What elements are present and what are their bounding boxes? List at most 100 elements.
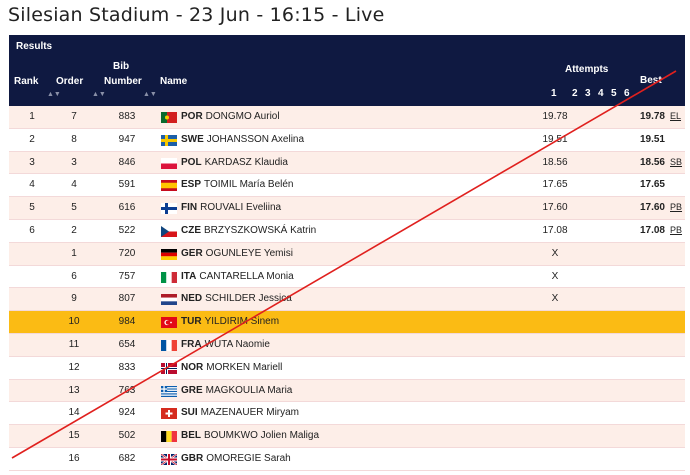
order-cell: 11: [68, 338, 80, 350]
order-cell: 1: [71, 247, 77, 259]
athlete-name-cell[interactable]: ITA CANTARELLA Monia: [181, 271, 294, 282]
attempt-1-cell: 17.08: [542, 224, 568, 236]
record-note: EL: [670, 111, 682, 121]
order-cell: 2: [71, 224, 77, 236]
athlete-name-cell[interactable]: SWE JOHANSSON Axelina: [181, 134, 304, 145]
country-code: FIN: [181, 202, 198, 214]
order-cell: 8: [71, 133, 77, 145]
athlete-name: KARDASZ Klaudia: [204, 156, 288, 168]
country-code: GBR: [181, 452, 204, 464]
rank-cell: 3: [29, 156, 35, 168]
country-code: CZE: [181, 224, 201, 236]
athlete-name: ROUVALI Eveliina: [200, 202, 282, 214]
table-row[interactable]: 6 757 ITA CANTARELLA Monia X: [9, 265, 685, 289]
bib-cell: 883: [118, 111, 136, 122]
bib-sort-icon[interactable]: ▲▼: [143, 91, 157, 98]
athlete-name: CANTARELLA Monia: [199, 270, 294, 282]
table-row[interactable]: 13 763 GRE MAGKOULIA Maria: [9, 379, 685, 403]
table-body: 1 7 883 POR DONGMO Auriol 19.78 19.78 EL 2 8 947 SW…: [9, 106, 685, 471]
order-column-header[interactable]: Order: [56, 76, 84, 87]
table-row[interactable]: 3 3 846 POL KARDASZ Klaudia 18.56 18.56 SB: [9, 151, 685, 175]
best-column-header: Best: [640, 75, 662, 86]
bib-cell: 654: [118, 338, 136, 350]
attempt-1-cell: 17.65: [542, 179, 568, 191]
athlete-name: JOHANSSON Axelina: [206, 133, 305, 145]
rank-sort-icon[interactable]: ▲▼: [47, 91, 61, 98]
table-row[interactable]: 14 924 SUI MAZENAUER Miryam: [9, 402, 685, 426]
order-cell: 7: [71, 111, 77, 122]
athlete-name-cell[interactable]: FRA WUTA Naomie: [181, 339, 270, 350]
bib-column-header-line2[interactable]: Number: [104, 76, 142, 87]
country-code: GRE: [181, 384, 203, 396]
table-row[interactable]: 12 833 NOR MORKEN Mariell: [9, 356, 685, 380]
results-section-title: Results: [16, 41, 53, 52]
attempts-column-header: Attempts: [565, 64, 609, 75]
name-column-header[interactable]: Name: [160, 76, 188, 87]
athlete-name: DONGMO Auriol: [205, 111, 280, 122]
table-row[interactable]: 15 502 BEL BOUMKWO Jolien Maliga: [9, 425, 685, 448]
country-flag-icon: [161, 134, 177, 146]
rank-cell: 1: [29, 111, 35, 122]
table-row[interactable]: 10 984 TUR YILDIRIM Sinem: [9, 311, 685, 334]
athlete-name: TOIMIL María Belén: [204, 179, 294, 191]
rank-cell: 6: [29, 224, 35, 236]
best-cell: 17.60: [639, 202, 665, 214]
attempt-5-header: 5: [611, 88, 617, 99]
table-row[interactable]: 4 4 591 ESP TOIMIL María Belén 17.65 17.65: [9, 174, 685, 198]
athlete-name-cell[interactable]: POR DONGMO Auriol: [181, 111, 280, 122]
athlete-name: WUTA Naomie: [204, 338, 270, 350]
results-table: Results Rank ▲▼ Order ▲▼ Bib Number ▲▼ N…: [9, 35, 685, 471]
country-flag-icon: [161, 294, 177, 306]
attempt-1-cell: X: [551, 247, 559, 259]
order-cell: 6: [71, 270, 77, 282]
table-row[interactable]: 1 7 883 POR DONGMO Auriol 19.78 19.78 EL: [9, 106, 685, 129]
athlete-name-cell[interactable]: ESP TOIMIL María Belén: [181, 179, 294, 190]
athlete-name-cell[interactable]: POL KARDASZ Klaudia: [181, 157, 288, 168]
attempt-1-cell: 19.78: [542, 111, 568, 122]
athlete-name-cell[interactable]: BEL BOUMKWO Jolien Maliga: [181, 430, 319, 441]
athlete-name-cell[interactable]: GRE MAGKOULIA Maria: [181, 385, 292, 396]
table-row[interactable]: 1 720 GER OGUNLEYE Yemisi X: [9, 242, 685, 266]
bib-cell: 757: [118, 270, 136, 282]
country-code: SUI: [181, 407, 198, 419]
attempt-1-cell: 17.60: [542, 202, 568, 214]
table-row[interactable]: 11 654 FRA WUTA Naomie: [9, 333, 685, 357]
country-flag-icon: [161, 339, 177, 351]
athlete-name-cell[interactable]: FIN ROUVALI Eveliina: [181, 202, 281, 213]
athlete-name-cell[interactable]: GER OGUNLEYE Yemisi: [181, 248, 293, 259]
athlete-name-cell[interactable]: NED SCHILDER Jessica: [181, 293, 292, 304]
attempt-6-header: 6: [624, 88, 630, 99]
table-row[interactable]: 16 682 GBR OMOREGIE Sarah: [9, 447, 685, 471]
athlete-name-cell[interactable]: CZE BRZYSZKOWSKÁ Katrin: [181, 225, 316, 236]
country-code: ESP: [181, 179, 202, 191]
order-cell: 14: [68, 407, 80, 419]
order-sort-icon[interactable]: ▲▼: [92, 91, 106, 98]
country-flag-icon: [161, 362, 177, 374]
best-cell: 19.51: [639, 133, 665, 145]
table-row[interactable]: 6 2 522 CZE BRZYSZKOWSKÁ Katrin 17.08 17.08 PB: [9, 219, 685, 243]
order-cell: 9: [71, 293, 77, 305]
athlete-name-cell[interactable]: NOR MORKEN Mariell: [181, 362, 282, 373]
bib-cell: 833: [118, 361, 136, 373]
athlete-name-cell[interactable]: SUI MAZENAUER Miryam: [181, 407, 299, 418]
order-cell: 12: [68, 361, 80, 373]
rank-cell: 2: [29, 133, 35, 145]
best-cell: 17.08: [639, 224, 665, 236]
table-row[interactable]: 5 5 616 FIN ROUVALI Eveliina 17.60 17.60 PB: [9, 197, 685, 220]
bib-column-header-line1[interactable]: Bib: [113, 61, 130, 72]
athlete-name-cell[interactable]: GBR OMOREGIE Sarah: [181, 453, 291, 464]
attempt-1-cell: X: [551, 270, 559, 282]
order-cell: 16: [68, 452, 80, 464]
athlete-name: BRZYSZKOWSKÁ Katrin: [204, 224, 317, 236]
attempt-2-header: 2: [572, 88, 578, 99]
table-header: Results Rank ▲▼ Order ▲▼ Bib Number ▲▼ N…: [9, 35, 685, 106]
bib-cell: 763: [118, 384, 136, 396]
bib-cell: 591: [118, 179, 136, 191]
country-code: FRA: [181, 338, 202, 350]
table-row[interactable]: 9 807 NED SCHILDER Jessica X: [9, 288, 685, 312]
rank-column-header[interactable]: Rank: [14, 76, 39, 87]
country-code: SWE: [181, 133, 204, 145]
athlete-name-cell[interactable]: TUR YILDIRIM Sinem: [181, 316, 279, 327]
athlete-name: MAZENAUER Miryam: [200, 407, 300, 419]
table-row[interactable]: 2 8 947 SWE JOHANSSON Axelina 19.51 19.51: [9, 128, 685, 152]
